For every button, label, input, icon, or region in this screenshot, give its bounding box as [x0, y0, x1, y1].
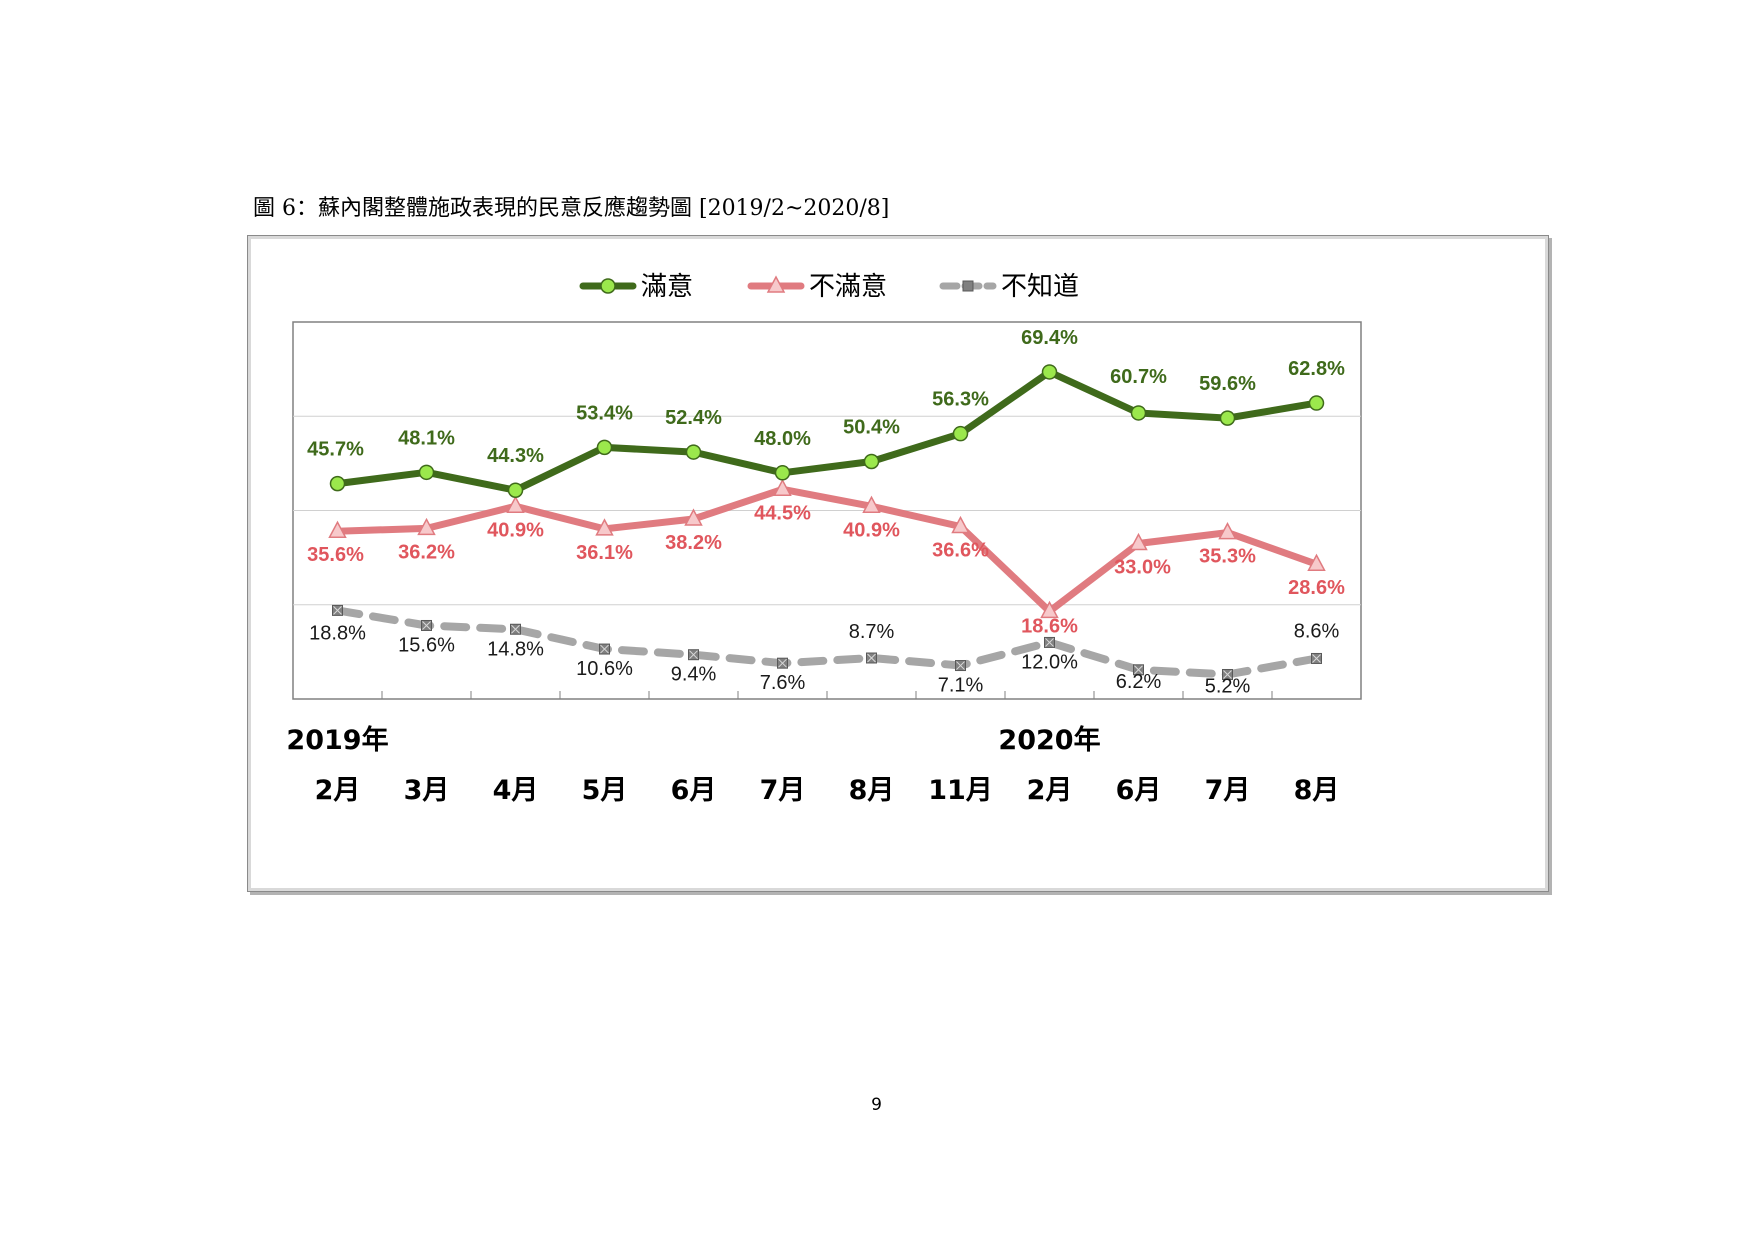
data-label: 28.6% — [1288, 577, 1345, 599]
data-point-satisfied — [1219, 410, 1236, 426]
data-point-dissatisfied — [506, 495, 525, 514]
data-point-unknown-x — [1312, 654, 1321, 663]
data-point-unknown-x — [333, 606, 342, 615]
data-label: 18.6% — [1021, 615, 1078, 637]
data-label: 56.3% — [932, 389, 989, 411]
data-label: 8.6% — [1294, 620, 1340, 642]
data-label: 40.9% — [487, 519, 544, 541]
data-label: 59.6% — [1199, 373, 1256, 395]
data-point-dissatisfied — [328, 520, 347, 538]
data-point-satisfied — [418, 464, 435, 481]
data-point-unknown-x — [1134, 665, 1143, 675]
data-point-dissatisfied — [1129, 532, 1148, 551]
legend-label: 滿意 — [641, 272, 693, 302]
data-point-dissatisfied — [1307, 553, 1326, 571]
data-label: 7.6% — [760, 672, 806, 694]
data-label: 48.0% — [754, 428, 811, 450]
data-label: 52.4% — [665, 407, 722, 429]
data-point-satisfied — [1308, 395, 1325, 411]
data-label: 44.3% — [487, 445, 544, 467]
data-label: 45.7% — [307, 439, 364, 461]
data-label: 69.4% — [1021, 327, 1078, 349]
data-point-unknown-x — [778, 658, 787, 668]
data-point-unknown-x — [600, 644, 609, 654]
data-point-unknown-x — [1045, 638, 1054, 647]
data-label: 6.2% — [1116, 671, 1162, 693]
data-point-dissatisfied — [862, 495, 881, 514]
legend-marker — [600, 278, 616, 294]
data-point-dissatisfied — [595, 518, 614, 536]
data-label: 50.4% — [843, 416, 900, 438]
data-label: 18.8% — [309, 622, 366, 644]
data-point-satisfied — [952, 425, 969, 442]
data-point-dissatisfied — [1040, 600, 1059, 619]
data-label: 44.5% — [754, 502, 811, 524]
data-label: 15.6% — [398, 634, 455, 656]
page-number: 9 — [871, 1095, 882, 1115]
year-label: 2020年 — [998, 724, 1100, 756]
data-point-satisfied — [596, 439, 613, 456]
data-label: 38.2% — [665, 532, 722, 554]
data-label: 12.0% — [1021, 651, 1078, 673]
data-point-dissatisfied — [951, 515, 970, 534]
series-line-1 — [334, 485, 1320, 615]
data-label: 10.6% — [576, 658, 633, 680]
line-chart: 18.8% 15.6% 14.8% 10.6% 9.4% 7.6% 8.7% 7.1% 12.0… — [286, 272, 1362, 806]
data-label: 5.2% — [1205, 675, 1251, 697]
data-point-unknown-x — [867, 653, 876, 663]
x-tick-label: 7月 — [1205, 775, 1251, 806]
x-tick-label: 11月 — [928, 775, 993, 806]
x-tick-label: 2月 — [1027, 775, 1073, 806]
data-point-satisfied — [685, 444, 702, 460]
year-label: 2019年 — [286, 724, 388, 756]
data-label: 36.1% — [576, 542, 633, 564]
series-line-2 — [333, 606, 1321, 679]
legend-label: 不滿意 — [809, 272, 887, 302]
data-point-satisfied — [774, 465, 791, 481]
legend-label: 不知道 — [1001, 272, 1079, 302]
data-label: 60.7% — [1110, 366, 1167, 388]
data-point-satisfied — [1130, 405, 1147, 421]
x-tick-label: 2月 — [315, 775, 361, 806]
data-point-satisfied — [329, 475, 346, 492]
data-point-unknown-x — [511, 624, 520, 634]
data-label: 8.7% — [849, 621, 895, 643]
data-label: 35.6% — [307, 544, 364, 566]
legend-marker — [766, 275, 786, 293]
data-point-dissatisfied — [1218, 522, 1237, 540]
x-tick-label: 6月 — [671, 775, 717, 806]
data-point-unknown-x — [956, 661, 965, 670]
data-label: 53.4% — [576, 402, 633, 424]
data-point-dissatisfied — [684, 508, 703, 526]
data-label: 33.0% — [1114, 556, 1171, 578]
data-label: 36.2% — [398, 541, 455, 563]
data-label: 40.9% — [843, 519, 900, 541]
data-label: 35.3% — [1199, 546, 1256, 568]
data-point-unknown-x — [422, 621, 431, 630]
series-line-0 — [334, 368, 1320, 494]
x-tick-label: 4月 — [493, 775, 539, 806]
legend-marker — [962, 280, 974, 292]
data-label: 7.1% — [938, 675, 984, 697]
data-point-dissatisfied — [417, 517, 436, 536]
data-point-unknown-x — [1223, 670, 1232, 679]
data-label: 62.8% — [1288, 358, 1345, 380]
data-point-satisfied — [863, 453, 880, 470]
data-point-dissatisfied — [773, 478, 792, 497]
data-label: 48.1% — [398, 427, 455, 449]
data-label: 36.6% — [932, 540, 989, 562]
x-tick-label: 6月 — [1116, 775, 1162, 806]
x-tick-label: 7月 — [760, 775, 806, 806]
data-point-satisfied — [1041, 364, 1058, 380]
x-tick-label: 5月 — [582, 775, 628, 806]
x-tick-label: 3月 — [404, 775, 450, 806]
x-tick-label: 8月 — [849, 775, 895, 806]
x-tick-label: 8月 — [1294, 775, 1340, 806]
data-point-satisfied — [507, 482, 524, 498]
data-label: 14.8% — [487, 638, 544, 660]
chart-frame: 18.8% 15.6% 14.8% 10.6% 9.4% 7.6% 8.7% 7.1% 12.0… — [247, 235, 1549, 892]
figure-caption: 圖 6：蘇內閣整體施政表現的民意反應趨勢圖 [2019/2~2020/8] — [253, 196, 890, 221]
data-label: 9.4% — [671, 664, 717, 686]
data-point-unknown-x — [689, 650, 698, 660]
